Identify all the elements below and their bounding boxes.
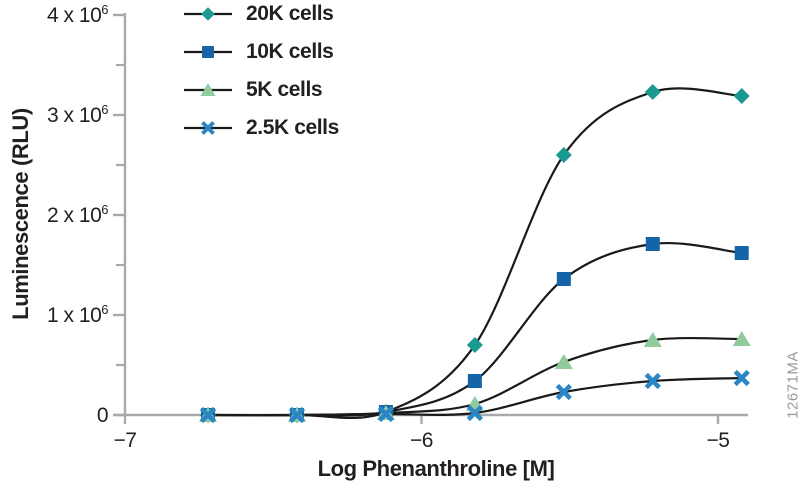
legend-item-20k-cells: 20K cells xyxy=(183,0,339,33)
legend: 20K cells 10K cells 5K cells 2.5K cells xyxy=(183,0,339,147)
legend-item-5k-cells: 5K cells xyxy=(183,71,339,109)
point-5k-cells xyxy=(643,332,662,347)
point-2-5k-cells xyxy=(644,372,661,390)
x-tick-label: −6 xyxy=(410,429,433,452)
point-2-5k-cells xyxy=(288,406,306,424)
legend-diamond-marker xyxy=(201,7,215,21)
legend-item-2-5k-cells: 2.5K cells xyxy=(183,109,339,147)
legend-item-10k-cells: 10K cells xyxy=(183,33,339,71)
point-10k-cells xyxy=(734,246,749,260)
x-axis-title: Log Phenanthroline [M] xyxy=(317,456,555,481)
y-tick-label: 3 x 106 xyxy=(47,102,108,127)
y-tick-label: 0 xyxy=(97,404,108,427)
point-2-5k-cells xyxy=(377,405,395,423)
x-tick-label: −5 xyxy=(707,429,730,452)
point-20k-cells xyxy=(555,147,572,163)
legend-marker-x-icon xyxy=(184,121,232,135)
point-20k-cells xyxy=(644,84,661,100)
watermark: 12671MA xyxy=(784,351,800,419)
x-tick-label: −7 xyxy=(114,429,137,452)
legend-x-marker xyxy=(201,121,215,135)
legend-label: 10K cells xyxy=(246,40,334,63)
point-2-5k-cells xyxy=(466,404,483,422)
y-tick-label: 2 x 106 xyxy=(47,202,108,227)
point-10k-cells xyxy=(467,374,482,388)
point-2-5k-cells xyxy=(733,369,750,387)
y-tick-label: 1 x 106 xyxy=(47,302,108,327)
point-10k-cells xyxy=(645,237,660,251)
point-2-5k-cells xyxy=(555,383,572,401)
point-5k-cells xyxy=(554,354,573,369)
point-20k-cells xyxy=(466,337,483,353)
point-5k-cells xyxy=(732,331,751,346)
y-tick-label: 4 x 106 xyxy=(47,2,108,27)
legend-marker-diamond-icon xyxy=(184,7,232,21)
curve-10k-cells xyxy=(208,242,742,417)
legend-marker-square-icon xyxy=(184,46,232,58)
legend-label: 5K cells xyxy=(246,78,323,101)
legend-square-marker xyxy=(202,46,214,58)
point-2-5k-cells xyxy=(199,406,217,424)
legend-label: 2.5K cells xyxy=(246,116,339,139)
y-axis-title: Luminescence (RLU) xyxy=(8,108,33,320)
legend-triangle-marker xyxy=(200,83,216,96)
point-10k-cells xyxy=(556,272,571,286)
legend-label: 20K cells xyxy=(246,2,334,25)
legend-marker-triangle-icon xyxy=(184,83,232,96)
point-20k-cells xyxy=(733,88,750,104)
